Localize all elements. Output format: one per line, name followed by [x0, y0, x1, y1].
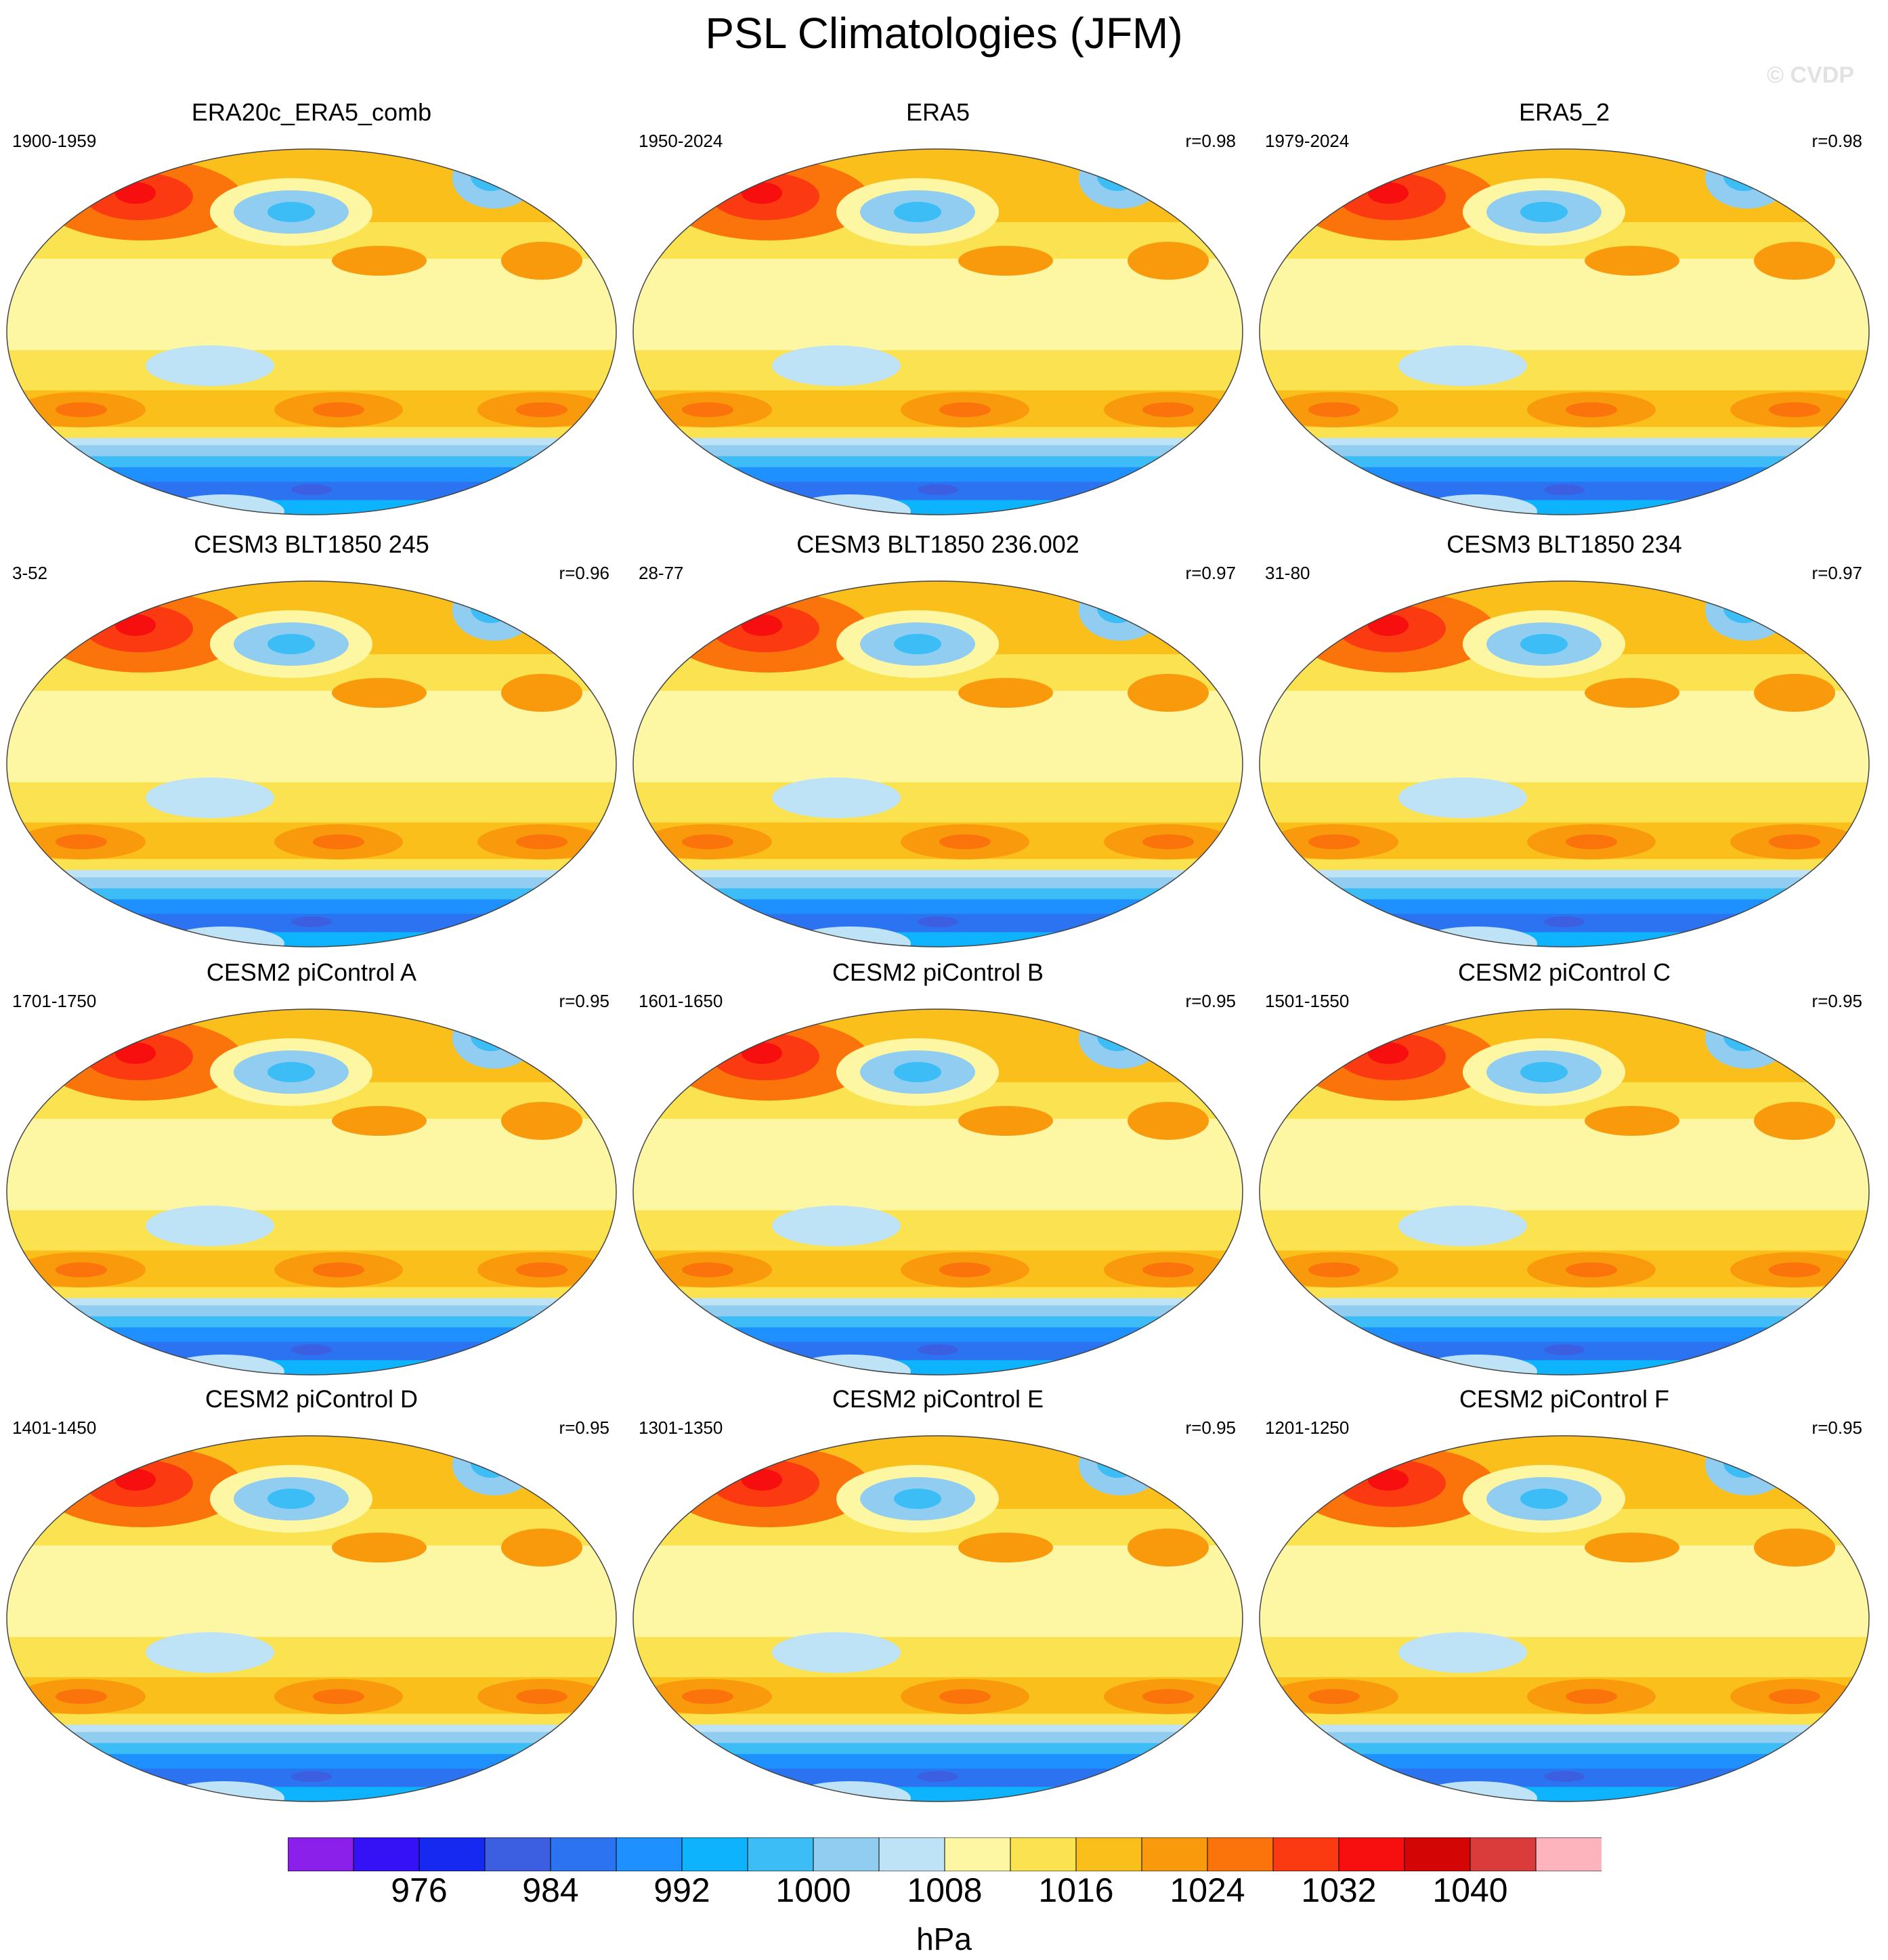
panel-title: CESM2 piControl B — [832, 958, 1044, 986]
colorbar-tick-label: 1024 — [1170, 1871, 1245, 1909]
panel-title: CESM3 BLT1850 234 — [1446, 530, 1682, 558]
colorbar-tick-label: 1000 — [775, 1871, 851, 1909]
panel-title: CESM3 BLT1850 236.002 — [796, 530, 1079, 558]
map-plot — [1259, 1008, 1870, 1376]
panel-period: 1950-2024 — [639, 131, 723, 151]
colorbar — [288, 1837, 1602, 1871]
colorbar-swatch — [747, 1837, 814, 1871]
colorbar-swatch — [288, 1837, 354, 1871]
map-plot — [1259, 1435, 1870, 1802]
colorbar-units: hPa — [916, 1921, 972, 1957]
panel-period: 31-80 — [1265, 563, 1310, 583]
map-plot — [632, 148, 1243, 515]
colorbar-swatch — [1207, 1837, 1274, 1871]
panel-period: 1301-1350 — [639, 1418, 723, 1438]
colorbar-swatch — [878, 1837, 945, 1871]
map-panel-12: CESM2 piControl F 1201-1250 r=0.95 — [1253, 1385, 1876, 1805]
map-panel-9: CESM2 piControl C 1501-1550 r=0.95 — [1253, 958, 1876, 1378]
panel-title: ERA20c_ERA5_comb — [191, 98, 432, 126]
colorbar-tick-label: 1032 — [1301, 1871, 1377, 1909]
panel-period: 1979-2024 — [1265, 131, 1350, 151]
colorbar-swatch — [1338, 1837, 1405, 1871]
colorbar-swatch — [484, 1837, 551, 1871]
map-plot — [632, 580, 1243, 947]
map-panel-11: CESM2 piControl E 1301-1350 r=0.95 — [626, 1385, 1249, 1805]
colorbar-swatch — [550, 1837, 617, 1871]
panel-correlation: r=0.98 — [1811, 131, 1862, 151]
colorbar-tick-label: 1008 — [907, 1871, 983, 1909]
colorbar-swatch — [681, 1837, 748, 1871]
panel-correlation: r=0.97 — [1185, 563, 1236, 583]
panel-period: 1401-1450 — [12, 1418, 97, 1438]
map-panel-8: CESM2 piControl B 1601-1650 r=0.95 — [626, 958, 1249, 1378]
colorbar-tick-label: 1016 — [1038, 1871, 1114, 1909]
panel-period: 3-52 — [12, 563, 48, 583]
colorbar-tick-label: 1040 — [1432, 1871, 1508, 1909]
panel-title: CESM2 piControl A — [206, 958, 417, 986]
map-plot — [6, 580, 617, 947]
colorbar-tick-label: 976 — [391, 1871, 448, 1909]
map-panel-1: ERA20c_ERA5_comb 1900-1959 — [0, 98, 623, 518]
map-plot — [1259, 148, 1870, 515]
map-plot — [6, 148, 617, 515]
colorbar-swatch — [944, 1837, 1011, 1871]
map-panel-4: CESM3 BLT1850 245 3-52 r=0.96 — [0, 530, 623, 950]
panel-correlation: r=0.98 — [1185, 131, 1236, 151]
colorbar-tick-label: 984 — [522, 1871, 579, 1909]
map-plot — [632, 1008, 1243, 1376]
colorbar-swatch — [353, 1837, 420, 1871]
cvdp-watermark: © CVDP — [1767, 62, 1854, 88]
panel-correlation: r=0.95 — [1811, 991, 1862, 1011]
map-plot — [1259, 580, 1870, 947]
panel-correlation: r=0.95 — [1185, 1418, 1236, 1438]
map-plot — [6, 1008, 617, 1376]
map-panel-2: ERA5 1950-2024 r=0.98 — [626, 98, 1249, 518]
panel-correlation: r=0.97 — [1811, 563, 1862, 583]
panel-period: 1501-1550 — [1265, 991, 1350, 1011]
panel-correlation: r=0.95 — [1811, 1418, 1862, 1438]
panel-title: ERA5_2 — [1518, 98, 1610, 126]
colorbar-swatch — [1010, 1837, 1077, 1871]
panel-correlation: r=0.95 — [559, 1418, 609, 1438]
panel-title: CESM2 piControl C — [1457, 958, 1671, 986]
colorbar-swatch — [1469, 1837, 1537, 1871]
panel-title: CESM2 piControl D — [205, 1385, 419, 1413]
colorbar-swatch — [1535, 1837, 1602, 1871]
map-panel-6: CESM3 BLT1850 234 31-80 r=0.97 — [1253, 530, 1876, 950]
colorbar-swatch — [419, 1837, 486, 1871]
panel-title: CESM2 piControl F — [1459, 1385, 1670, 1413]
colorbar-swatch — [1272, 1837, 1339, 1871]
map-panel-7: CESM2 piControl A 1701-1750 r=0.95 — [0, 958, 623, 1378]
map-panel-5: CESM3 BLT1850 236.002 28-77 r=0.97 — [626, 530, 1249, 950]
panel-period: 1201-1250 — [1265, 1418, 1350, 1438]
colorbar-tick-label: 992 — [653, 1871, 710, 1909]
colorbar-swatch — [813, 1837, 880, 1871]
map-panel-3: ERA5_2 1979-2024 r=0.98 — [1253, 98, 1876, 518]
panel-correlation: r=0.96 — [559, 563, 609, 583]
panel-period: 1701-1750 — [12, 991, 97, 1011]
colorbar-swatch — [1141, 1837, 1208, 1871]
panel-title: CESM3 BLT1850 245 — [194, 530, 429, 558]
figure-title: PSL Climatologies (JFM) — [705, 9, 1183, 58]
panel-period: 28-77 — [639, 563, 684, 583]
panel-title: CESM2 piControl E — [832, 1385, 1044, 1413]
panel-title: ERA5 — [905, 98, 970, 126]
map-plot — [632, 1435, 1243, 1802]
panel-correlation: r=0.95 — [1185, 991, 1236, 1011]
map-plot — [6, 1435, 617, 1802]
panel-period: 1601-1650 — [639, 991, 723, 1011]
map-panel-10: CESM2 piControl D 1401-1450 r=0.95 — [0, 1385, 623, 1805]
colorbar-swatch — [616, 1837, 683, 1871]
panel-period: 1900-1959 — [12, 131, 97, 151]
panel-correlation: r=0.95 — [559, 991, 609, 1011]
colorbar-swatch — [1404, 1837, 1471, 1871]
colorbar-swatch — [1075, 1837, 1142, 1871]
